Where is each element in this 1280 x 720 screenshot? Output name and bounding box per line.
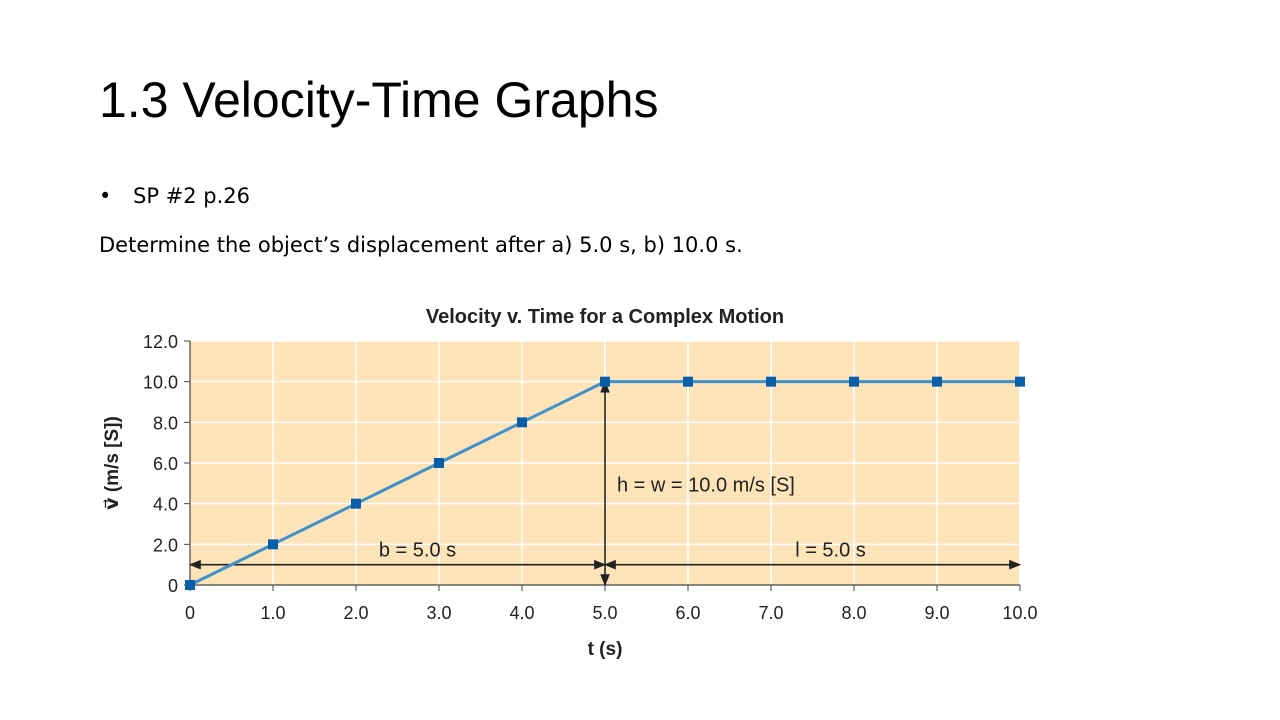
y-tick-label: 4.0 [153, 495, 178, 515]
x-tick-label: 3.0 [426, 603, 451, 623]
bullet-item: • SP #2 p.26 [99, 184, 250, 208]
annotations: b = 5.0 s l = 5.0 s h = w = 10.0 m/s [S] [188, 380, 1022, 587]
x-tick-label: 7.0 [758, 603, 783, 623]
y-tick-label: 6.0 [153, 454, 178, 474]
height-label: h = w = 10.0 m/s [S] [617, 474, 795, 496]
x-axis-label: t (s) [588, 639, 623, 660]
data-point [600, 376, 610, 387]
data-point [683, 376, 693, 387]
x-tick-label: 6.0 [675, 603, 700, 623]
x-tick-label: 8.0 [841, 603, 866, 623]
bullet-text: SP #2 p.26 [133, 184, 251, 208]
x-tick-label: 0 [185, 603, 195, 623]
y-tick-label: 10.0 [143, 373, 178, 393]
data-point [766, 376, 776, 387]
tick-labels: 0 1.0 2.0 3.0 4.0 5.0 6.0 7.0 8.0 9.0 10.0 0 2.0 4.0 6… [143, 332, 1038, 623]
data-point [185, 580, 195, 590]
y-tick-label: 2.0 [153, 535, 178, 555]
data-point [434, 458, 444, 468]
y-tick-label: 0 [168, 576, 178, 596]
question-text: Determine the object’s displacement afte… [99, 233, 743, 257]
x-tick-label: 10.0 [1002, 603, 1037, 623]
x-tick-label: 1.0 [260, 603, 285, 623]
slide-title: 1.3 Velocity-Time Graphs [99, 72, 659, 128]
bullet-dot-icon: • [99, 184, 112, 208]
x-tick-label: 4.0 [509, 603, 534, 623]
x-tick-label: 2.0 [343, 603, 368, 623]
y-tick-label: 8.0 [153, 413, 178, 433]
chart-title: Velocity v. Time for a Complex Motion [426, 306, 784, 328]
length-label: l = 5.0 s [795, 540, 866, 562]
y-tick-label: 12.0 [143, 332, 178, 352]
base-label: b = 5.0 s [379, 540, 456, 562]
data-point [517, 417, 527, 428]
data-point [268, 539, 278, 550]
data-point [1015, 376, 1025, 387]
x-tick-label: 9.0 [924, 603, 949, 623]
y-axis-label: v⃗ (m/s [S]) [102, 416, 123, 510]
x-tick-label: 5.0 [592, 603, 617, 623]
data-point [351, 498, 361, 509]
data-point [932, 376, 942, 387]
series [185, 376, 1025, 590]
data-point [849, 376, 859, 387]
